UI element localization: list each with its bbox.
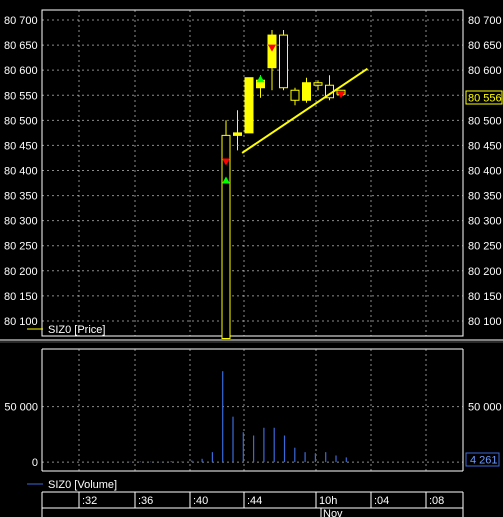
price-panel: 80 100 80 150 80 200 80 250 80 300 80 350 80 4…	[4, 9, 503, 340]
time-tick-label: :40	[193, 495, 208, 507]
time-tick-label: :08	[429, 495, 444, 507]
price-tick-label: 80 200	[468, 266, 502, 278]
sell-marker	[222, 158, 230, 166]
price-tick-label: 80 650	[4, 40, 38, 52]
price-tick-label: 80 700	[468, 15, 502, 27]
price-tick-label: 80 100	[4, 316, 38, 328]
time-tick-label: :04	[374, 495, 389, 507]
price-tick-label: 80 600	[468, 65, 502, 77]
sell-marker	[268, 44, 276, 52]
buy-marker	[222, 176, 230, 184]
volume-tick-label: 0	[32, 457, 38, 469]
price-legend-label: SIZ0 [Price]	[48, 324, 105, 336]
volume-bars	[129, 371, 347, 463]
price-tick-label: 80 100	[468, 316, 502, 328]
last-volume-tag: 4 261	[465, 452, 500, 467]
candle	[221, 120, 231, 340]
price-tick-label: 80 150	[468, 291, 502, 303]
volume-axis-left: 0 50 000	[4, 402, 38, 469]
price-tick-label: 80 150	[4, 291, 38, 303]
price-tick-label: 80 350	[468, 191, 502, 203]
candles	[221, 30, 346, 340]
candle-body	[221, 134, 231, 340]
candle	[244, 77, 254, 134]
time-ticks: :32 :36 :40 :44 10h :04 :08	[78, 492, 444, 508]
volume-legend-label: SIZ0 [Volume]	[48, 479, 117, 491]
candle	[313, 80, 323, 91]
candle	[302, 77, 311, 103]
price-tick-label: 80 250	[468, 241, 502, 253]
price-tick-label: 80 700	[4, 15, 38, 27]
price-tick-label: 80 300	[4, 216, 38, 228]
volume-tick-label: 50 000	[468, 402, 502, 414]
candle	[290, 87, 300, 106]
date-label: Nov	[323, 508, 343, 517]
price-tick-label: 80 300	[468, 216, 502, 228]
price-tick-label: 80 450	[468, 140, 502, 152]
trade-markers	[222, 44, 345, 184]
trendline[interactable]	[241, 67, 369, 154]
candle-body	[233, 132, 242, 136]
price-tick-label: 80 250	[4, 241, 38, 253]
last-price-tag: 80 556	[465, 90, 503, 105]
price-tick-label: 80 350	[4, 191, 38, 203]
price-axis-right[interactable]: 80 100 80 150 80 200 80 250 80 300 80 350 80 4…	[468, 15, 502, 328]
candle-body	[302, 82, 311, 101]
candle	[279, 30, 288, 91]
price-tick-label: 80 500	[468, 115, 502, 127]
volume-panel: 0 50 000 0 50 000 4 261 SIZ0 [Volume]	[4, 348, 502, 491]
candle-body	[244, 77, 254, 134]
volume-grid	[42, 349, 463, 471]
volume-legend[interactable]: SIZ0 [Volume]	[27, 479, 117, 491]
time-tick-label: :32	[82, 495, 97, 507]
price-legend[interactable]: SIZ0 [Price]	[27, 324, 105, 336]
price-grid	[42, 10, 463, 336]
price-tick-label: 80 500	[4, 115, 38, 127]
last-price-label: 80 556	[468, 93, 502, 105]
time-tick-label: 10h	[319, 495, 337, 507]
candle-body	[279, 34, 288, 89]
last-volume-box	[465, 452, 500, 467]
last-price-box	[465, 90, 503, 105]
candle-body	[290, 89, 300, 101]
price-tick-label: 80 200	[4, 266, 38, 278]
candle-body	[313, 82, 323, 86]
price-tick-label: 80 650	[468, 40, 502, 52]
price-plot-frame	[41, 9, 464, 337]
last-volume-label: 4 261	[470, 455, 498, 467]
sell-marker	[337, 91, 345, 99]
price-tick-label: 80 450	[4, 140, 38, 152]
price-tick-label: 80 400	[468, 165, 502, 177]
price-tick-label: 80 400	[4, 165, 38, 177]
volume-tick-label: 50 000	[4, 402, 38, 414]
time-tick-label: :44	[247, 495, 262, 507]
time-tick-label: :36	[138, 495, 153, 507]
buy-marker	[256, 75, 265, 83]
price-tick-label: 80 600	[4, 65, 38, 77]
candle	[233, 110, 242, 151]
time-axis[interactable]: :32 :36 :40 :44 10h :04 :08 Nov	[41, 491, 464, 517]
price-tick-label: 80 550	[4, 90, 38, 102]
candle	[267, 30, 277, 91]
price-axis-left: 80 100 80 150 80 200 80 250 80 300 80 350 80 4…	[4, 15, 38, 328]
